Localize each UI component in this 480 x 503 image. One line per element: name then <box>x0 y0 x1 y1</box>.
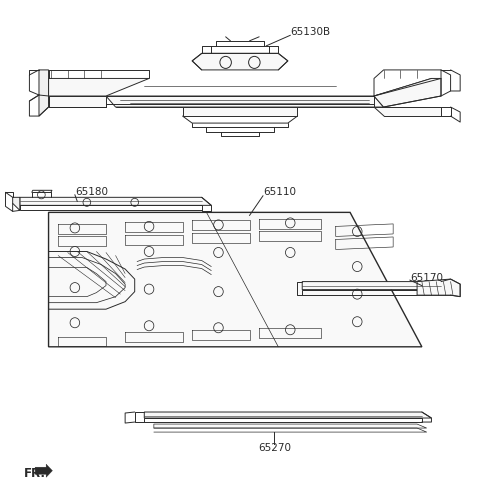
Text: 65110: 65110 <box>263 187 296 197</box>
Polygon shape <box>35 464 52 477</box>
Polygon shape <box>48 78 149 96</box>
Polygon shape <box>182 107 298 116</box>
Polygon shape <box>374 107 441 116</box>
Text: FR.: FR. <box>24 467 46 480</box>
Polygon shape <box>417 279 460 297</box>
Polygon shape <box>302 282 451 290</box>
Polygon shape <box>374 78 441 107</box>
Polygon shape <box>20 197 211 205</box>
Polygon shape <box>12 197 20 210</box>
Polygon shape <box>144 412 432 418</box>
Polygon shape <box>48 96 106 107</box>
Polygon shape <box>374 78 432 96</box>
Text: 65270: 65270 <box>258 443 291 453</box>
Polygon shape <box>39 70 48 104</box>
Text: 65130B: 65130B <box>290 27 330 37</box>
Polygon shape <box>192 53 288 70</box>
Polygon shape <box>48 212 422 347</box>
Text: 65180: 65180 <box>75 187 108 197</box>
Text: 65170: 65170 <box>410 273 443 283</box>
Polygon shape <box>154 424 427 428</box>
Polygon shape <box>106 96 384 107</box>
Polygon shape <box>39 95 48 116</box>
